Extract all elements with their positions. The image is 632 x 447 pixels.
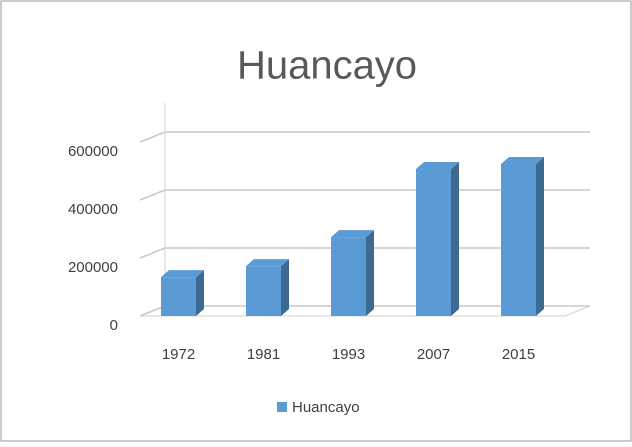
y-tick-label: 600000 bbox=[68, 143, 118, 160]
bar-side bbox=[451, 161, 459, 316]
x-tick-label: 1993 bbox=[332, 346, 365, 363]
bar-top bbox=[416, 161, 459, 169]
bar-front bbox=[501, 164, 536, 316]
bar-top bbox=[161, 270, 204, 278]
bar-side bbox=[196, 270, 204, 316]
x-tick-label: 2015 bbox=[502, 346, 535, 363]
bar bbox=[331, 230, 374, 316]
bar bbox=[161, 270, 204, 316]
y-tick-label: 0 bbox=[110, 317, 118, 334]
x-tick-label: 1972 bbox=[162, 346, 195, 363]
bar-top bbox=[501, 157, 544, 165]
x-tick-label: 1981 bbox=[247, 346, 280, 363]
bar-side bbox=[281, 259, 289, 316]
legend-label: Huancayo bbox=[292, 399, 360, 416]
bar-top bbox=[331, 230, 374, 238]
bar-front bbox=[416, 168, 451, 316]
bar bbox=[501, 157, 544, 316]
x-tick-label: 2007 bbox=[417, 346, 450, 363]
bar bbox=[246, 259, 289, 316]
bar bbox=[416, 161, 459, 316]
bar-front bbox=[331, 237, 366, 316]
legend-swatch bbox=[277, 402, 287, 412]
bar-front bbox=[246, 266, 281, 316]
y-tick-label: 400000 bbox=[68, 201, 118, 218]
bar-top bbox=[246, 259, 289, 267]
bar-side bbox=[536, 157, 544, 316]
y-tick-label: 200000 bbox=[68, 259, 118, 276]
bar-front bbox=[161, 277, 196, 316]
bar-side bbox=[366, 230, 374, 316]
chart-title: Huancayo bbox=[237, 44, 417, 88]
